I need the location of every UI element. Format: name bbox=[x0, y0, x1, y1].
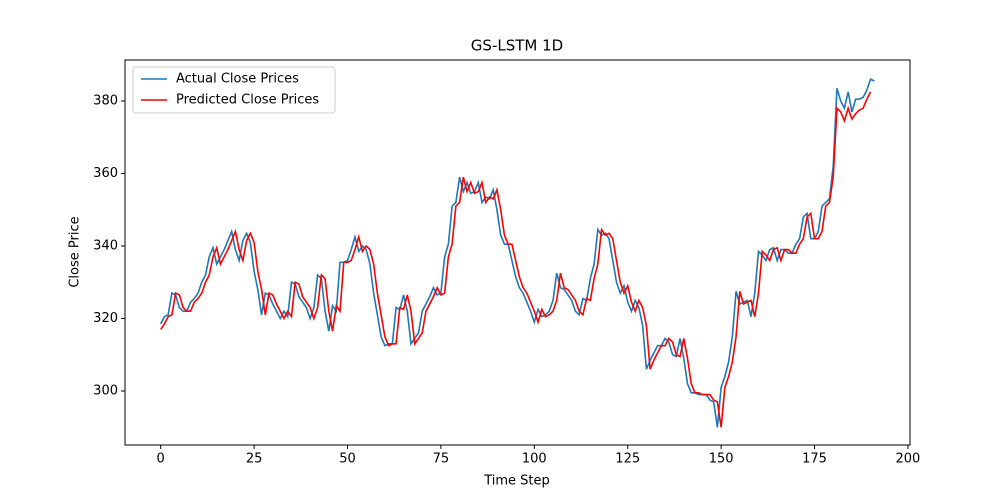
x-tick-label: 75 bbox=[433, 452, 450, 467]
legend-label: Actual Close Prices bbox=[176, 72, 299, 87]
x-tick-label: 50 bbox=[339, 452, 356, 467]
x-tick-label: 125 bbox=[615, 452, 640, 467]
x-tick-label: 175 bbox=[802, 452, 827, 467]
line-series bbox=[160, 91, 872, 428]
x-tick-label: 0 bbox=[157, 452, 165, 467]
y-axis-label: Close Price bbox=[68, 216, 83, 287]
x-tick-label: 150 bbox=[709, 452, 734, 467]
x-tick-label: 25 bbox=[246, 452, 263, 467]
x-axis-label: Time Step bbox=[483, 474, 550, 489]
chart-title: GS-LSTM 1D bbox=[471, 37, 563, 55]
legend-label: Predicted Close Prices bbox=[176, 93, 319, 108]
legend: Actual Close Prices Predicted Close Price… bbox=[132, 66, 336, 114]
y-tick-label: 360 bbox=[93, 166, 118, 181]
line-series bbox=[159, 78, 875, 428]
legend-box bbox=[132, 66, 336, 114]
y-tick-label: 380 bbox=[93, 93, 118, 108]
y-tick-label: 320 bbox=[93, 311, 118, 326]
x-tick-label: 200 bbox=[896, 452, 921, 467]
x-tick-label: 100 bbox=[522, 452, 547, 467]
plot-frame bbox=[124, 59, 911, 446]
y-tick-label: 300 bbox=[93, 383, 118, 398]
y-tick-label: 340 bbox=[93, 238, 118, 253]
